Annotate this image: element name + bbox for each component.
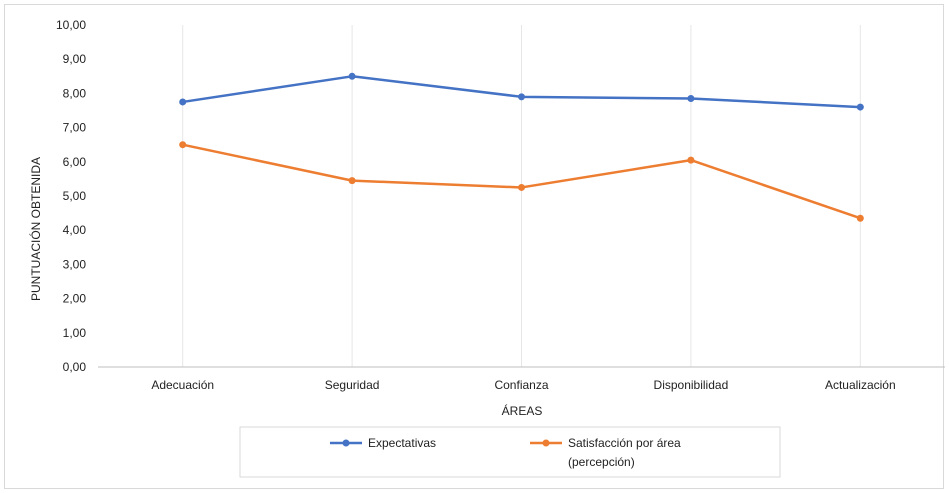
y-tick-label-7: 7,00 — [63, 121, 87, 135]
grid-layer — [182, 25, 861, 367]
y-axis-title: PUNTUACIÓN OBTENIDA — [28, 157, 43, 301]
x-tick-label-2: Confianza — [494, 378, 548, 392]
legend-marker-expectativas — [342, 439, 350, 447]
y-tick-label-5: 5,00 — [63, 189, 87, 203]
y-tick-label-0: 0,00 — [63, 360, 87, 374]
y-tick-label-4: 4,00 — [63, 223, 87, 237]
series-1-point-3 — [687, 156, 695, 164]
x-tick-label-4: Actualización — [825, 378, 896, 392]
legend-marker-satisfaccion — [542, 439, 550, 447]
x-tick-label-0: Adecuación — [151, 378, 214, 392]
legend-label-satisfaccion-line1: Satisfacción por área — [568, 436, 681, 450]
series-1-point-4 — [856, 214, 864, 222]
series-0-point-2 — [518, 93, 525, 101]
y-tick-label-10: 10,00 — [56, 18, 86, 32]
series-layer — [179, 72, 864, 222]
legend: Expectativas Satisfacción por área (perc… — [239, 426, 781, 478]
x-tick-label-3: Disponibilidad — [654, 378, 729, 392]
series-0-point-3 — [687, 95, 695, 103]
series-0-point-1 — [348, 72, 356, 80]
series-0-point-4 — [856, 103, 864, 111]
legend-label-expectativas: Expectativas — [368, 436, 436, 450]
legend-item-expectativas: Expectativas — [330, 436, 436, 450]
series-1-point-0 — [179, 141, 187, 149]
y-tick-label-6: 6,00 — [63, 155, 87, 169]
axis-layer: 0,00 1,00 2,00 3,00 4,00 5,00 6,00 7,00 8,00 9,00… — [56, 18, 945, 392]
series-1-point-1 — [348, 177, 356, 185]
legend-item-satisfaccion: Satisfacción por área (percepción) — [530, 436, 681, 469]
y-tick-label-1: 1,00 — [63, 326, 87, 340]
legend-label-satisfaccion-line2: (percepción) — [568, 455, 635, 469]
y-tick-label-9: 9,00 — [63, 52, 87, 66]
y-tick-label-2: 2,00 — [63, 292, 87, 306]
y-tick-label-8: 8,00 — [63, 86, 87, 100]
chart-frame — [4, 4, 944, 489]
series-1-point-2 — [518, 183, 525, 191]
legend-box — [239, 426, 781, 478]
series-0-point-0 — [179, 98, 187, 106]
x-axis-title: ÁREAS — [502, 403, 543, 418]
x-tick-label-1: Seguridad — [325, 378, 380, 392]
y-tick-label-3: 3,00 — [63, 257, 87, 271]
